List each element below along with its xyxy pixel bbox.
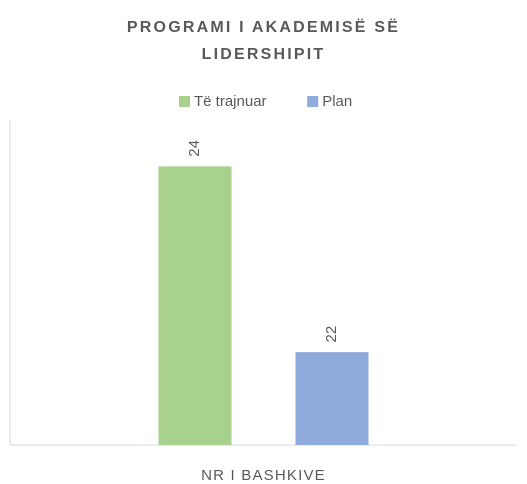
data-label: 22 [323, 326, 340, 343]
bar [158, 166, 232, 445]
bar [295, 352, 369, 445]
chart-title: PROGRAMI I AKADEMISË SË LIDERSHIPIT [126, 19, 401, 63]
legend-swatch [179, 96, 190, 107]
legend-label: Të trajnuar [194, 93, 267, 110]
x-tick-label: NR I BASHKIVE [201, 467, 326, 484]
data-label: 24 [186, 140, 203, 157]
legend-swatch [307, 96, 319, 107]
legend-label: Plan [322, 93, 352, 110]
